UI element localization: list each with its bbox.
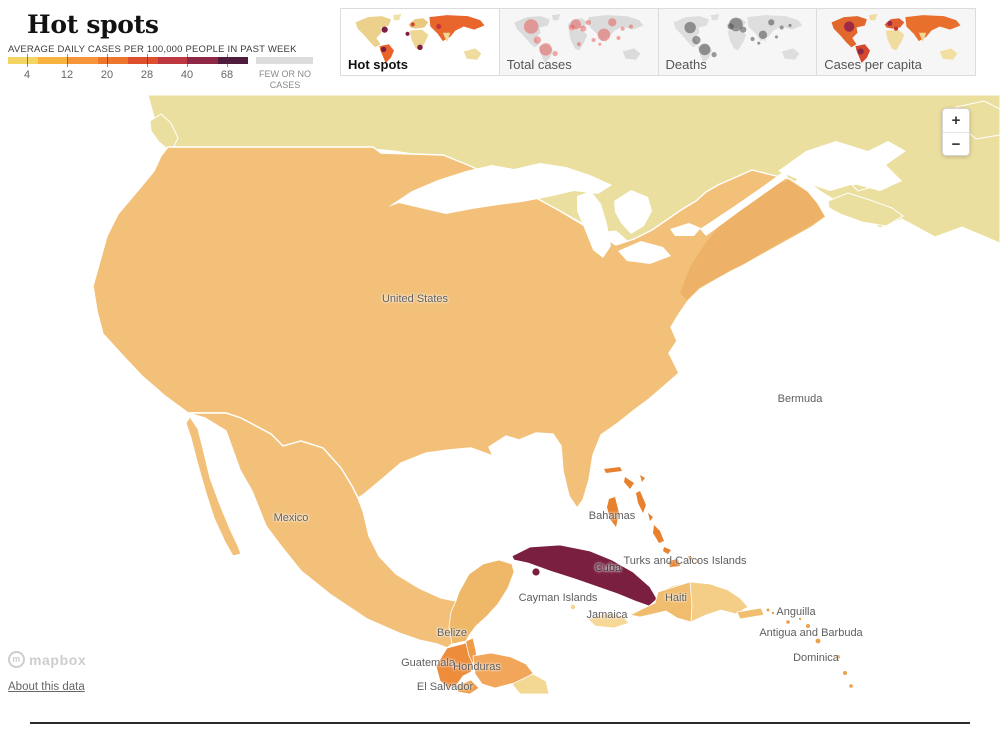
tab-label: Deaths bbox=[665, 57, 707, 72]
place-label-haiti: Haiti bbox=[664, 592, 688, 604]
place-label-bahamas: Bahamas bbox=[588, 510, 636, 522]
tab-cases-per-capita[interactable]: Cases per capita bbox=[816, 8, 976, 76]
nicaragua-shape[interactable] bbox=[511, 673, 550, 695]
tab-thumbnail-map bbox=[355, 14, 485, 63]
page-title: Hot spots bbox=[27, 10, 159, 39]
tab-label: Cases per capita bbox=[824, 57, 922, 72]
place-label-dominica: Dominica bbox=[793, 652, 839, 664]
legend-tick bbox=[227, 54, 228, 67]
legend-tick bbox=[107, 54, 108, 67]
legend-tick-label: 12 bbox=[60, 69, 74, 81]
tab-thumbnail-map bbox=[673, 14, 802, 63]
place-label-antigua-and-barbuda: Antigua and Barbuda bbox=[759, 627, 863, 639]
place-label-honduras: Honduras bbox=[453, 661, 501, 673]
legend-tick-label: 68 bbox=[220, 69, 234, 81]
legend-no-cases-label: FEW OR NO CASES bbox=[259, 69, 311, 90]
mapbox-wordmark: mapbox bbox=[29, 651, 87, 668]
mapbox-attribution: m mapbox bbox=[8, 651, 86, 668]
guatemala-shape[interactable] bbox=[435, 642, 474, 689]
section-divider bbox=[30, 722, 970, 724]
tab-total-cases[interactable]: Total cases bbox=[498, 8, 659, 76]
place-label-united-states: United States bbox=[381, 293, 449, 305]
place-label-anguilla: Anguilla bbox=[776, 606, 816, 618]
great-lakes-water bbox=[388, 141, 906, 264]
place-label-turks-and-caicos-islands: Turks and Caicos Islands bbox=[623, 555, 747, 567]
place-label-el-salvador: El Salvador bbox=[416, 681, 474, 693]
legend-color-scale bbox=[8, 57, 248, 64]
legend-tick-label: 40 bbox=[180, 69, 194, 81]
place-label-cuba: Cuba bbox=[594, 562, 622, 574]
lesser-antilles-shape[interactable] bbox=[766, 608, 853, 688]
map-canvas[interactable]: United States Bermuda Mexico Bahamas Turks a… bbox=[0, 95, 1000, 695]
tab-hot-spots[interactable]: Hot spots bbox=[340, 8, 500, 76]
place-label-belize: Belize bbox=[437, 627, 467, 639]
haiti-shape[interactable] bbox=[628, 581, 693, 623]
place-label-jamaica: Jamaica bbox=[586, 609, 628, 621]
puerto-rico-shape[interactable] bbox=[736, 607, 765, 620]
el-salvador-shape[interactable] bbox=[455, 679, 480, 695]
bahamas-shape[interactable] bbox=[604, 467, 700, 567]
mapbox-logo-icon: m bbox=[8, 651, 25, 668]
legend-tick-label: 28 bbox=[140, 69, 154, 81]
cayman-islands-shape[interactable] bbox=[570, 604, 576, 610]
place-label-cayman-islands: Cayman Islands bbox=[518, 592, 598, 604]
choropleth-map[interactable] bbox=[0, 95, 1000, 695]
tab-thumbnail-map bbox=[514, 14, 644, 63]
legend-label: AVERAGE DAILY CASES PER 100,000 PEOPLE I… bbox=[8, 44, 297, 55]
place-label-bermuda: Bermuda bbox=[777, 393, 823, 405]
tab-label: Hot spots bbox=[348, 57, 408, 72]
yucatan-shape[interactable] bbox=[448, 559, 515, 645]
place-label-mexico: Mexico bbox=[273, 512, 309, 524]
jamaica-shape[interactable] bbox=[587, 612, 630, 629]
new-england-shape[interactable] bbox=[680, 180, 824, 300]
tab-deaths[interactable]: Deaths bbox=[657, 8, 818, 76]
legend-tick bbox=[187, 54, 188, 67]
zoom-in-button[interactable]: + bbox=[943, 109, 969, 132]
zoom-out-button[interactable]: − bbox=[943, 132, 969, 155]
about-this-data-link[interactable]: About this data bbox=[8, 681, 85, 693]
zoom-control: + − bbox=[942, 108, 970, 156]
legend-tick bbox=[147, 54, 148, 67]
legend-tick bbox=[27, 54, 28, 67]
legend-tick bbox=[67, 54, 68, 67]
map-view-tabs: Hot spots Total cases Deaths Cases per capi… bbox=[340, 8, 976, 76]
place-label-guatemala: Guatemala bbox=[401, 657, 455, 669]
tab-label: Total cases bbox=[506, 57, 572, 72]
legend-tick-label: 20 bbox=[100, 69, 114, 81]
baja-california-shape[interactable] bbox=[185, 416, 242, 557]
tab-thumbnail-map bbox=[831, 14, 961, 63]
legend-tick-label: 4 bbox=[23, 69, 31, 81]
legend-no-cases-swatch bbox=[256, 57, 313, 64]
